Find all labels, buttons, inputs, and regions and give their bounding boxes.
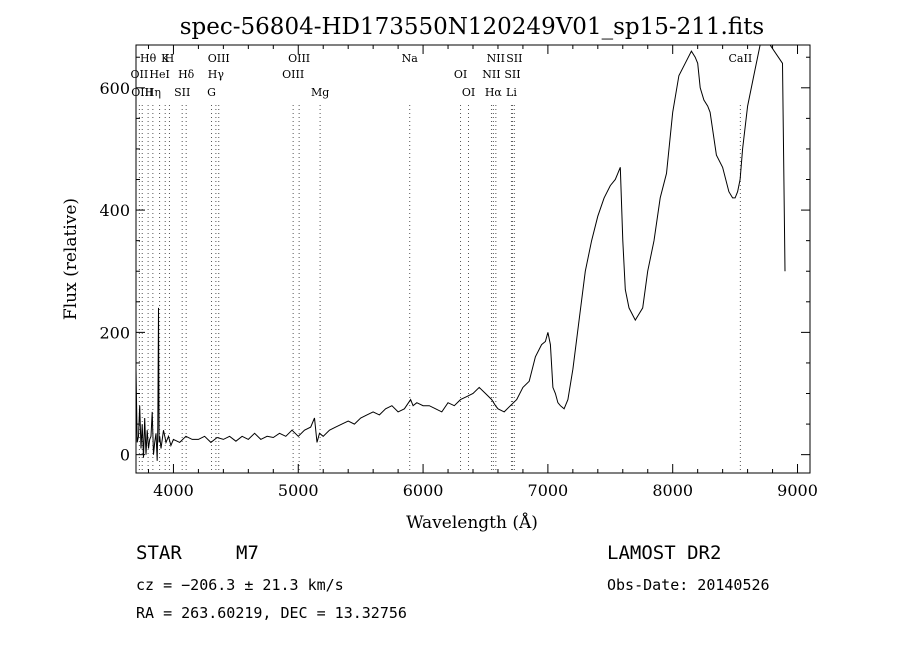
line-marker-label: OIII xyxy=(131,86,153,99)
line-marker-label: SII xyxy=(504,68,520,81)
line-marker-label: Li xyxy=(506,86,517,99)
line-marker-label: OI xyxy=(462,86,475,99)
line-marker-label: Hγ xyxy=(208,68,225,81)
x-tick-label: 8000 xyxy=(652,481,693,500)
line-marker-label: OI xyxy=(454,68,467,81)
line-marker-label: Hη xyxy=(145,86,161,99)
line-marker-label: H xyxy=(165,52,175,65)
x-tick-label: 4000 xyxy=(153,481,194,500)
x-tick-label: 5000 xyxy=(278,481,319,500)
y-axis-ticks: 0 200 400 600 xyxy=(99,56,810,465)
line-marker-label: SII xyxy=(506,52,522,65)
line-marker-label: Hα xyxy=(485,86,503,99)
line-marker-label: Hδ xyxy=(178,68,195,81)
observation-date: Obs-Date: 20140526 xyxy=(607,576,770,594)
line-marker-label: K xyxy=(161,52,170,65)
y-tick-label: 200 xyxy=(99,323,130,342)
line-marker-label: NII xyxy=(482,68,500,81)
line-marker-label: Hθ xyxy=(140,52,157,65)
line-marker-label: HeI xyxy=(149,68,169,81)
survey-name: LAMOST DR2 xyxy=(607,542,722,564)
line-marker-label: Mg xyxy=(311,86,329,99)
line-marker-label: OIII xyxy=(282,68,304,81)
y-tick-label: 600 xyxy=(99,79,130,98)
spectrum-series-line xyxy=(135,44,786,461)
line-marker-label: Na xyxy=(402,52,419,65)
line-marker-label: SII xyxy=(174,86,190,99)
spectral-line-markers: Hθ OII OIII K HeI Hη HHδ SII OIII Hγ G OIII OIII Mg Na… xyxy=(131,52,753,473)
line-marker-label: G xyxy=(207,86,216,99)
x-tick-label: 6000 xyxy=(403,481,444,500)
object-subclass: M7 xyxy=(236,542,259,564)
object-class: STAR xyxy=(136,542,182,564)
chart-title: spec-56804-HD173550N120249V01_sp15-211.f… xyxy=(180,14,765,40)
x-axis-label: Wavelength (Å) xyxy=(406,512,538,533)
x-axis-ticks: 4000 5000 6000 7000 8000 9000 xyxy=(147,45,818,500)
line-marker-label: CaII xyxy=(729,52,753,65)
redshift-velocity: cz = −206.3 ± 21.3 km/s xyxy=(136,576,344,594)
coordinates: RA = 263.60219, DEC = 13.32756 xyxy=(136,604,407,622)
line-marker-label: NII xyxy=(487,52,505,65)
y-tick-label: 0 xyxy=(120,446,130,465)
line-marker-label: OIII xyxy=(288,52,310,65)
line-marker-label: OIII xyxy=(208,52,230,65)
line-marker-label: OII xyxy=(131,68,149,81)
x-tick-label: 7000 xyxy=(528,481,569,500)
y-tick-label: 400 xyxy=(99,201,130,220)
x-tick-label: 9000 xyxy=(777,481,818,500)
y-axis-label: Flux (relative) xyxy=(61,198,81,320)
